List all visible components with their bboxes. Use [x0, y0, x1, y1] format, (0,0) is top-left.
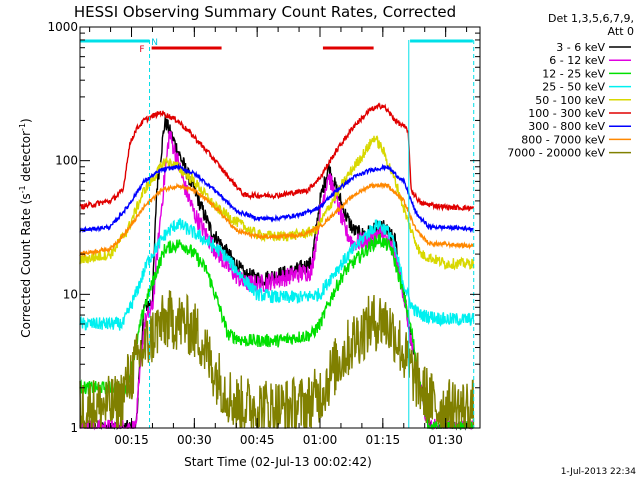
x-axis-label: Start Time (02-Jul-13 00:02:42): [184, 455, 372, 469]
legend-label-2: 6 - 12 keV: [549, 54, 605, 67]
y-axis-label-exp-1: -1: [18, 185, 27, 193]
legend-label-1: 3 - 6 keV: [556, 41, 605, 54]
legend-label-6: 100 - 300 keV: [528, 107, 605, 120]
y-axis-label-part-2: detector: [19, 131, 33, 186]
legend-label-5: 50 - 100 keV: [535, 94, 605, 107]
flag-label-1: F: [139, 45, 144, 55]
legend-label-7: 300 - 800 keV: [528, 120, 605, 133]
flag-label-2: N: [151, 38, 158, 48]
legend-header-attenuator: Att 0: [608, 25, 634, 38]
series-line-5: [79, 135, 475, 271]
x-tick-label-6: 01:30: [428, 433, 463, 447]
series-line-4: [79, 218, 475, 331]
series-line-2: [80, 130, 475, 431]
y-tick-label-2: 10: [63, 287, 78, 301]
legend-header-detectors: Det 1,3,5,6,7,9,: [548, 12, 634, 25]
y-tick-label-3: 100: [55, 154, 78, 168]
y-axis-label-part-3: ): [19, 118, 33, 123]
y-tick-label-4: 1000: [47, 20, 78, 34]
y-axis-label-part-1: Corrected Count Rate (s: [19, 193, 33, 337]
x-tick-label-2: 00:30: [177, 433, 212, 447]
y-axis-label-exp-2: -1: [18, 123, 27, 131]
x-tick-label-5: 01:15: [366, 433, 401, 447]
x-tick-label-1: 00:15: [114, 433, 149, 447]
y-tick-label-1: 1: [70, 421, 78, 435]
series-line-3: [79, 233, 474, 431]
chart-title: HESSI Observing Summary Count Rates, Cor…: [74, 3, 456, 21]
y-axis-label: Corrected Count Rate (s-1 detector-1): [18, 118, 33, 337]
plot-frame: [79, 26, 481, 429]
series-line-8: [79, 181, 475, 258]
timestamp-stamp: 1-Jul-2013 22:34: [561, 467, 637, 477]
plot-area: FN 1 10 100 1000 00:15 00:30 00:45 01:00 01:15 01:…: [47, 20, 481, 447]
x-tick-label-4: 01:00: [303, 433, 338, 447]
legend-label-3: 12 - 25 keV: [542, 67, 605, 80]
legend-label-8: 800 - 7000 keV: [521, 133, 605, 146]
series-line-6: [79, 102, 475, 212]
x-tick-label-3: 00:45: [240, 433, 275, 447]
legend-label-9: 7000 - 20000 keV: [507, 147, 605, 160]
series-line-9: [79, 290, 475, 429]
legend-label-4: 25 - 50 keV: [542, 81, 605, 94]
series-line-7: [79, 163, 474, 234]
